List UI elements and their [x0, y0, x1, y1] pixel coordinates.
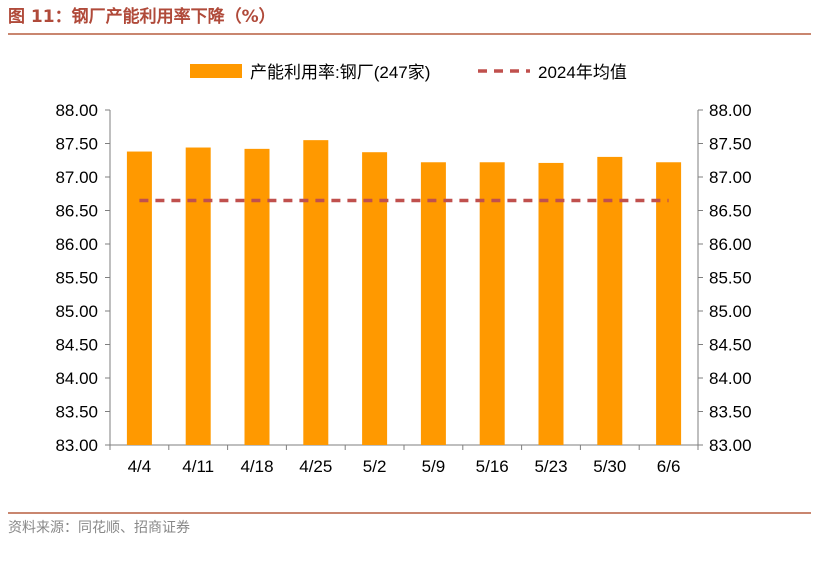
y-tick-label-left: 85.50 [55, 269, 98, 288]
y-tick-label-left: 83.00 [55, 436, 98, 455]
y-tick-label-left: 86.50 [55, 202, 98, 221]
bar [597, 156, 623, 445]
y-tick-label-right: 87.00 [709, 168, 752, 187]
title-divider [8, 33, 811, 35]
legend-label-line: 2024年均值 [538, 63, 627, 82]
chart-axes: 83.00 83.00 83.50 83.50 84.00 84.00 84.50 84.50… [55, 101, 751, 455]
y-tick-label-right: 83.00 [709, 436, 752, 455]
bar [362, 152, 388, 445]
chart-x-labels: 4/4 4/11 4/18 4/25 5/2 5/9 5/16 5/23 5/30 6/6 [128, 457, 681, 476]
chart-bars [126, 140, 682, 446]
bar [244, 148, 270, 446]
y-tick-label-right: 88.00 [709, 101, 752, 120]
y-tick-label-right: 85.50 [709, 269, 752, 288]
x-tick-label: 5/2 [363, 457, 387, 476]
bar [185, 147, 211, 445]
y-tick-label-left: 86.00 [55, 235, 98, 254]
bar [420, 162, 446, 445]
bar [656, 162, 682, 445]
legend-label-bar: 产能利用率:钢厂(247家) [250, 63, 430, 82]
y-tick-label-left: 84.50 [55, 336, 98, 355]
source-divider [8, 512, 811, 514]
y-tick-label-right: 86.00 [709, 235, 752, 254]
x-tick-label: 5/30 [593, 457, 626, 476]
bar [303, 140, 329, 445]
bar [538, 162, 564, 445]
x-tick-label: 5/23 [534, 457, 567, 476]
y-tick-label-left: 87.00 [55, 168, 98, 187]
x-tick-label: 5/9 [422, 457, 446, 476]
y-tick-label-right: 87.50 [709, 135, 752, 154]
figure-title: 图 11：钢厂产能利用率下降（%） [8, 7, 276, 27]
y-tick-label-left: 87.50 [55, 135, 98, 154]
y-tick-label-left: 88.00 [55, 101, 98, 120]
x-tick-label: 4/18 [240, 457, 273, 476]
x-tick-label: 6/6 [657, 457, 681, 476]
y-tick-label-right: 84.00 [709, 369, 752, 388]
x-tick-label: 4/4 [128, 457, 152, 476]
y-tick-label-right: 85.00 [709, 302, 752, 321]
y-tick-label-left: 85.00 [55, 302, 98, 321]
source-note: 资料来源：同花顺、招商证券 [8, 520, 190, 536]
y-tick-label-right: 84.50 [709, 336, 752, 355]
x-tick-label: 5/16 [476, 457, 509, 476]
y-tick-label-right: 83.50 [709, 403, 752, 422]
bar [479, 162, 505, 445]
chart-legend: 产能利用率:钢厂(247家) 2024年均值 [190, 63, 627, 82]
y-tick-label-left: 84.00 [55, 369, 98, 388]
bar [126, 151, 152, 446]
y-tick-label-left: 83.50 [55, 403, 98, 422]
x-tick-label: 4/11 [182, 457, 214, 476]
y-tick-label-right: 86.50 [709, 202, 752, 221]
x-tick-label: 4/25 [299, 457, 332, 476]
legend-swatch-bar [190, 64, 242, 78]
